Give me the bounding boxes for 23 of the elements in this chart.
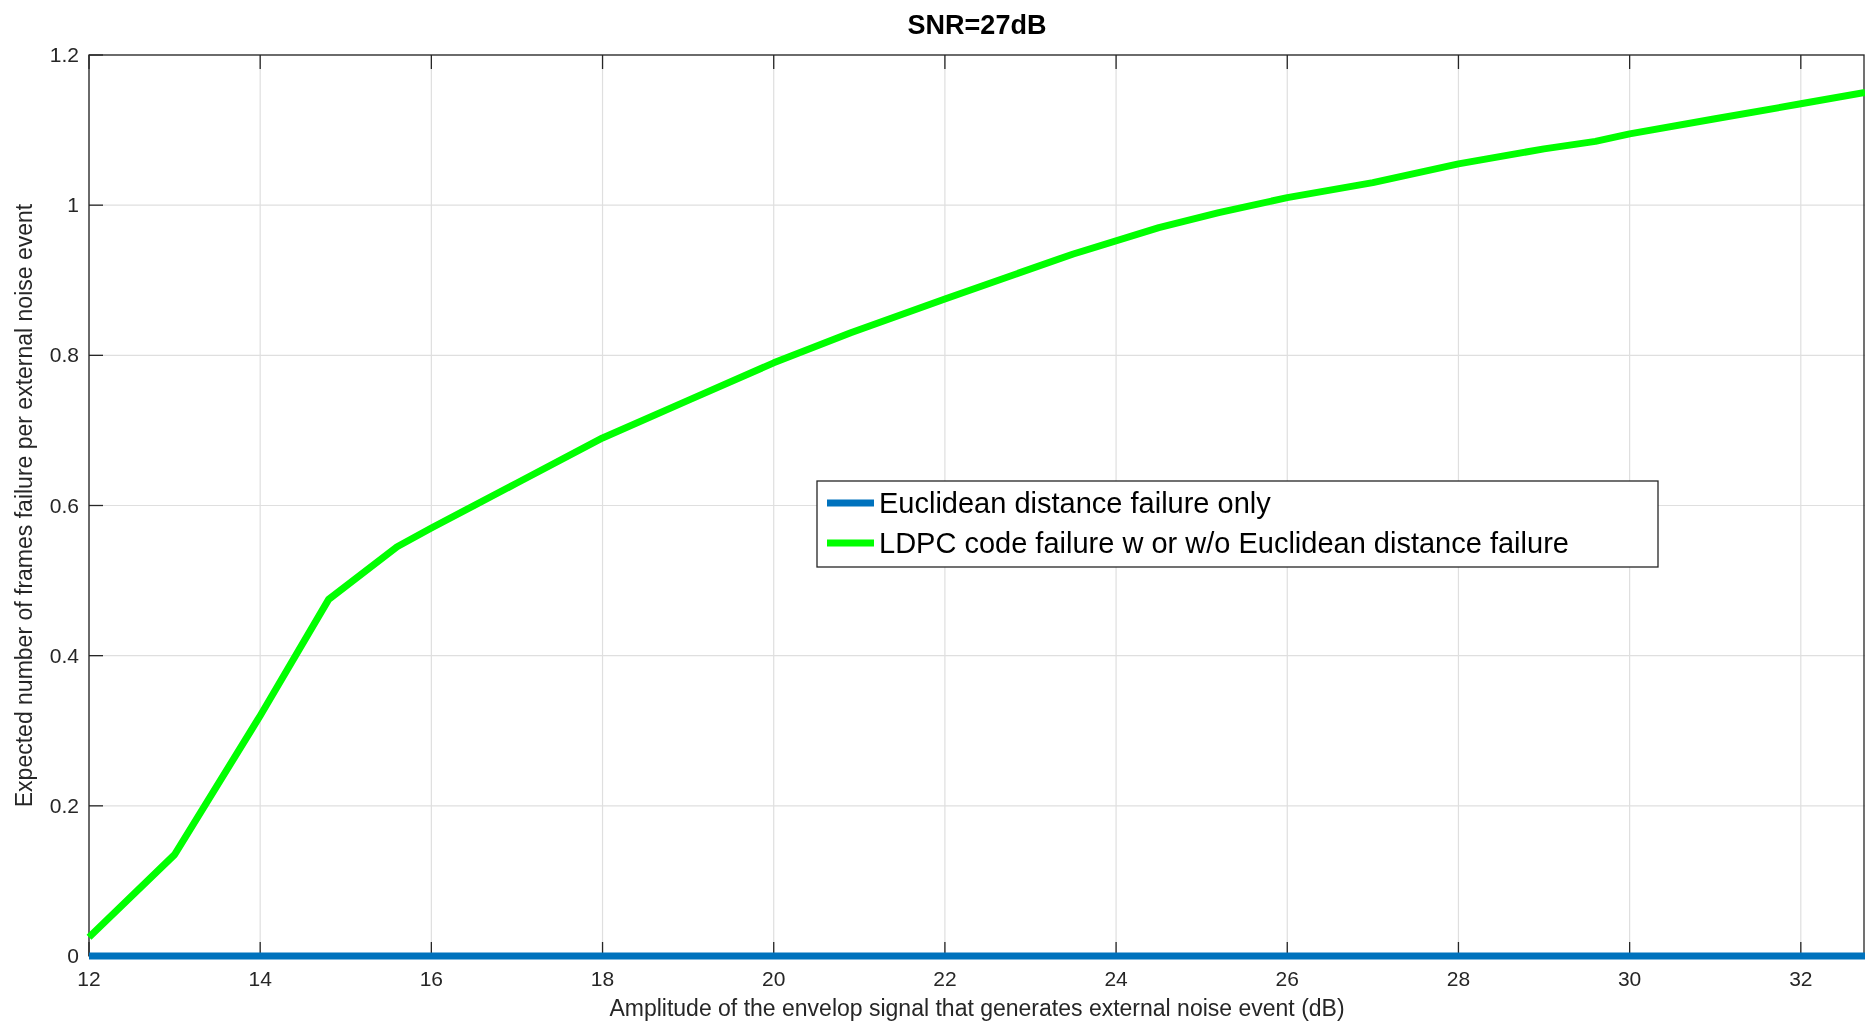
x-tick-label: 20 <box>762 967 786 990</box>
x-tick-label: 26 <box>1275 967 1299 990</box>
x-tick-label: 18 <box>590 967 615 990</box>
x-tick-label: 32 <box>1789 967 1813 990</box>
x-tick-label: 14 <box>248 967 273 990</box>
legend-label: Euclidean distance failure only <box>879 487 1272 519</box>
x-axis-title: Amplitude of the envelop signal that generates external noise event (dB) <box>609 995 1345 1021</box>
y-tick-label: 0 <box>67 944 79 967</box>
y-axis-title: Expected number of frames failure per external noise event <box>11 203 37 808</box>
x-tick-label: 24 <box>1104 967 1129 990</box>
x-tick-label: 30 <box>1617 967 1642 990</box>
legend-label: LDPC code failure w or w/o Euclidean distance failure <box>879 527 1569 559</box>
x-tick-label: 12 <box>77 967 101 990</box>
x-tick-label: 22 <box>933 967 957 990</box>
y-tick-label: 0.8 <box>49 343 79 367</box>
y-tick-label: 0.4 <box>49 643 80 667</box>
x-tick-label: 16 <box>419 967 444 990</box>
y-tick-label: 1 <box>67 193 79 217</box>
y-tick-label: 0.6 <box>49 493 79 517</box>
y-tick-label: 0.2 <box>49 793 79 817</box>
chart-title: SNR=27dB <box>907 10 1047 40</box>
y-tick-label: 1.2 <box>49 43 79 66</box>
x-tick-label: 28 <box>1446 967 1471 990</box>
